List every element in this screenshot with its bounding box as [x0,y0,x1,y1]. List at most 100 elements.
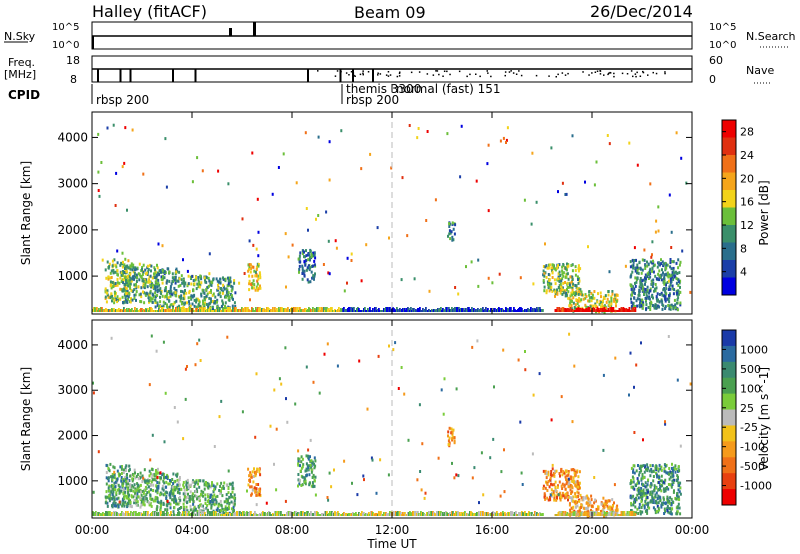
echo-cell [577,292,580,296]
echo-cell [592,307,595,312]
echo-cell [111,294,114,298]
echo-cell [197,276,200,279]
echo-cell [532,514,534,516]
echo-cell [122,270,124,273]
echo-cell [125,292,128,296]
echo-cell [600,510,602,513]
echo-cell [593,290,596,293]
echo-cell [679,285,681,289]
echo-cell [522,310,524,312]
echo-cell [394,341,397,345]
echo-cell [166,511,168,516]
echo-cell [241,410,244,414]
echo-cell [648,469,651,473]
echo-cell [195,480,198,484]
echo-cell [105,471,108,474]
echo-cell [615,514,618,516]
echo-cell [669,283,672,287]
echo-cell [212,310,214,312]
echo-cell [664,464,667,468]
echo-cell [575,505,577,509]
echo-cell [230,513,232,516]
echo-cell [362,474,365,478]
echo-cell [206,292,209,296]
echo-cell [577,299,580,303]
echo-cell [678,490,681,494]
echo-cell [642,303,645,307]
echo-cell [602,448,605,452]
echo-cell [636,163,639,167]
echo-cell [328,513,330,516]
echo-cell [134,471,136,475]
echo-cell [368,512,370,516]
echo-cell [159,269,162,272]
echo-cell [114,476,117,480]
echo-cell [543,285,546,289]
echo-cell [185,511,187,516]
echo-cell [509,512,511,516]
nave-dot [354,75,356,77]
echo-cell [297,257,300,261]
echo-cell [567,477,570,481]
echo-cell [448,426,451,430]
echo-cell [291,243,294,247]
nave-dot [535,74,538,77]
echo-cell [126,308,128,312]
echo-cell [204,278,206,282]
echo-cell [142,514,144,516]
echo-cell [251,514,253,516]
echo-cell [464,511,466,516]
echo-cell [641,473,644,476]
echo-cell [584,309,587,312]
echo-cell [560,469,563,473]
echo-cell [258,308,260,312]
echo-cell [156,301,159,305]
echo-cell [196,512,198,516]
echo-cell [590,498,593,502]
echo-cell [111,473,114,476]
nave-dot [432,74,435,76]
echo-cell [389,307,391,312]
echo-cell [190,513,192,516]
echo-cell [557,264,559,268]
echo-cell [663,282,666,286]
colorbar-segment [722,393,736,411]
echo-cell [259,489,261,493]
echo-cell [526,513,528,516]
echo-cell [226,335,229,339]
echo-cell [259,513,261,516]
echo-cell [397,387,400,390]
echo-cell [330,485,333,489]
echo-cell [672,266,675,270]
echo-cell [502,511,504,516]
echo-cell [569,496,572,500]
echo-cell [638,304,641,308]
echo-cell [636,276,639,280]
echo-cell [280,307,282,312]
echo-cell [199,307,201,312]
echo-cell [558,480,561,484]
echo-cell [142,310,144,312]
echo-cell [269,310,271,312]
echo-cell [176,478,179,482]
echo-cell [639,510,642,514]
echo-cell [342,308,344,312]
echo-cell [203,487,206,491]
echo-cell [307,511,309,516]
echo-cell [306,511,308,516]
echo-cell [628,141,631,145]
nave-dot [387,75,390,77]
echo-cell [547,473,550,477]
echo-cell [213,445,216,448]
echo-cell [481,309,483,312]
echo-cell [147,280,150,284]
echo-cell [214,295,217,299]
echo-cell [632,260,635,264]
echo-cell [448,222,451,226]
echo-cell [202,479,205,483]
echo-cell [233,301,236,305]
nave-tick-bottom: 0 [709,73,716,86]
echo-cell [660,465,663,469]
echo-cell [547,480,550,483]
